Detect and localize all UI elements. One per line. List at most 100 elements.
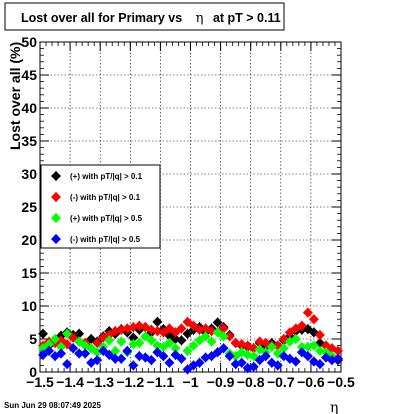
data-point: [248, 361, 259, 372]
data-point: [152, 316, 163, 327]
chart-title-tail: at pT > 0.11: [213, 11, 281, 25]
data-point: [104, 335, 115, 346]
data-point: [176, 335, 187, 346]
series-4: [38, 343, 343, 375]
legend-marker: [51, 234, 61, 244]
legend-marker: [51, 192, 61, 202]
title-box: Lost over all for Primary vs η at pT > 0…: [4, 2, 285, 31]
legend-label: (-) with pT/|q| > 0.5: [70, 235, 141, 244]
data-point: [176, 353, 187, 364]
data-point: [314, 359, 325, 370]
x-tick-label: −1.1: [147, 374, 175, 390]
data-point: [260, 351, 271, 362]
data-point: [290, 356, 301, 367]
y-axis-title: Lost over all (%): [7, 42, 23, 150]
data-point: [176, 323, 187, 334]
y-tick-label: 20: [21, 232, 37, 248]
x-tick-label: −0.9: [207, 374, 235, 390]
chart-title-eta: η: [196, 11, 204, 26]
x-tick-labels: −1.5 −1.4 −1.3 −1.2 −1.1 −1 −0.9 −0.8 −0.7 −0.6 −0…: [26, 374, 355, 390]
legend-marker: [51, 213, 61, 223]
chart-title: Lost over all for Primary vs η at pT > 0…: [21, 11, 281, 26]
data-point: [56, 348, 67, 359]
y-tick-label: 25: [21, 199, 37, 215]
data-point: [302, 351, 313, 362]
data-point: [302, 307, 313, 318]
legend-box: [40, 164, 161, 249]
data-point: [296, 341, 307, 352]
legend-entry: (-) with pT/|q| > 0.5: [51, 234, 141, 244]
data-point: [134, 337, 145, 348]
data-point: [170, 343, 181, 354]
data-point: [308, 340, 319, 351]
data-point: [290, 334, 301, 344]
y-tick-label: 0: [29, 364, 37, 380]
data-point: [218, 331, 229, 342]
data-point: [314, 330, 325, 341]
data-point: [62, 328, 73, 339]
chart-title-main: Lost over all for Primary vs: [21, 11, 182, 25]
data-point: [212, 317, 223, 328]
data-point: [110, 353, 121, 364]
data-point: [62, 359, 73, 370]
data-point: [224, 351, 235, 362]
data-point: [116, 336, 127, 347]
y-tick-labels: 0 5 10 15 20 25 30 35 40 45 50: [21, 34, 37, 380]
data-point: [146, 355, 157, 366]
x-tick-label: −0.5: [327, 374, 355, 390]
y-tick-label: 40: [21, 100, 37, 116]
data-point: [122, 345, 133, 356]
legend-label: (-) with pT/|q| > 0.1: [70, 193, 141, 202]
footer-date: Sun Jun 29 08:07:49 2025: [4, 401, 101, 410]
data-point: [206, 336, 217, 347]
data-point: [158, 351, 169, 362]
y-tick-label: 45: [21, 67, 37, 83]
data-point: [116, 353, 127, 364]
data-point: [236, 357, 247, 368]
data-point: [296, 320, 307, 331]
data-point: [182, 345, 193, 356]
data-point: [272, 360, 283, 371]
data-point: [50, 334, 61, 344]
data-point: [74, 348, 85, 359]
data-point: [200, 331, 211, 342]
data-point: [128, 360, 139, 371]
data-point: [188, 340, 199, 351]
data-point: [224, 331, 235, 342]
data-point: [164, 357, 175, 368]
legend-label: (+) with pT/|q| > 0.1: [70, 172, 143, 181]
y-tick-label: 30: [21, 166, 37, 182]
data-point: [218, 343, 229, 354]
data-point: [266, 341, 277, 352]
x-tick-label: −0.8: [237, 374, 265, 390]
data-point: [278, 343, 289, 354]
data-point: [194, 357, 205, 368]
data-point: [146, 335, 157, 346]
x-tick-label: −1: [183, 374, 199, 390]
data-point: [308, 314, 319, 325]
x-tick-label: −1.2: [116, 374, 144, 390]
legend-marker: [51, 171, 61, 181]
x-axis-title: η: [330, 400, 338, 414]
data-point: [44, 345, 55, 356]
data-points: [38, 307, 343, 375]
x-tick-label: −0.6: [297, 374, 325, 390]
legend-entry: (-) with pT/|q| > 0.1: [51, 192, 141, 202]
y-tick-label: 10: [21, 298, 37, 314]
data-point: [80, 348, 91, 359]
data-point: [44, 339, 55, 350]
data-point: [92, 355, 103, 366]
data-point: [128, 332, 139, 343]
data-point: [332, 345, 343, 356]
x-tick-label: −1.5: [26, 374, 54, 390]
y-tick-label: 5: [29, 331, 37, 347]
data-point: [68, 343, 79, 354]
axis-ticks: [39, 41, 342, 373]
y-tick-label: 35: [21, 133, 37, 149]
y-tick-label: 50: [21, 34, 37, 50]
data-point: [38, 328, 49, 339]
x-tick-label: −1.4: [56, 374, 84, 390]
data-point: [56, 341, 67, 352]
data-point: [164, 337, 175, 348]
